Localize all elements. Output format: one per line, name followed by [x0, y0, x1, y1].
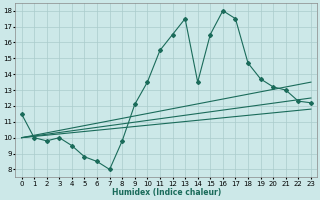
X-axis label: Humidex (Indice chaleur): Humidex (Indice chaleur)	[112, 188, 221, 197]
